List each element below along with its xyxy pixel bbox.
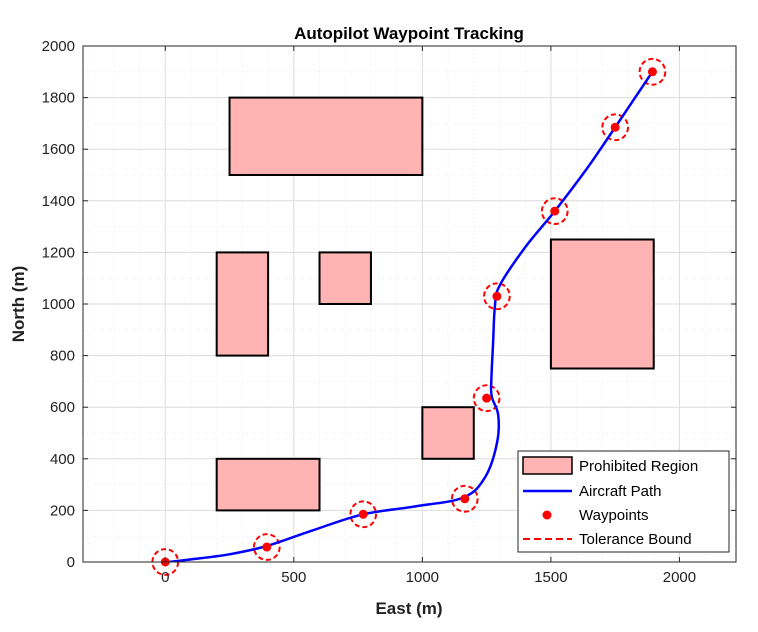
- x-axis-ticks: 0 500 1000 1500 2000: [161, 46, 696, 586]
- y-tick-label: 600: [50, 399, 75, 416]
- waypoint-marker: [550, 206, 560, 216]
- y-tick-label: 1000: [42, 296, 75, 313]
- y-axis-ticks: 0 200 400 600 800 1000 1200 1400 1600 1800 2000: [42, 38, 736, 571]
- prohibited-region: [318, 251, 372, 305]
- tolerance-bounds: [151, 57, 667, 576]
- y-tick-label: 200: [50, 502, 75, 519]
- waypoints: [160, 67, 657, 567]
- legend: Prohibited Region Aircraft Path Waypoint…: [517, 450, 730, 553]
- waypoint-marker: [610, 122, 620, 132]
- y-tick-label: 800: [50, 348, 75, 365]
- legend-swatch-waypoint: [542, 510, 552, 520]
- y-axis-label: North (m): [9, 266, 28, 342]
- prohibited-region: [228, 96, 424, 176]
- x-tick-label: 1000: [406, 569, 439, 586]
- tolerance-circle: [349, 500, 378, 529]
- tolerance-circle: [483, 282, 511, 311]
- chart-title: Autopilot Waypoint Tracking: [294, 24, 524, 43]
- x-tick-label: 2000: [663, 569, 696, 586]
- legend-label-tolerance: Tolerance Bound: [579, 531, 692, 548]
- waypoint-marker: [358, 509, 368, 519]
- waypoint-marker: [460, 494, 470, 504]
- y-tick-label: 400: [50, 451, 75, 468]
- y-tick-label: 1400: [42, 193, 75, 210]
- y-tick-label: 2000: [42, 38, 75, 55]
- tolerance-circle: [450, 484, 479, 513]
- waypoint-marker: [262, 542, 272, 552]
- waypoint-marker: [647, 67, 657, 77]
- prohibited-region: [215, 457, 321, 512]
- waypoint-marker: [492, 291, 502, 301]
- y-tick-label: 1200: [42, 244, 75, 261]
- legend-label-path: Aircraft Path: [579, 483, 662, 500]
- y-tick-label: 0: [67, 554, 75, 571]
- prohibited-region: [215, 251, 270, 357]
- prohibited-region: [549, 238, 655, 370]
- tolerance-circle: [638, 57, 667, 86]
- prohibited-region: [421, 406, 475, 460]
- waypoint-marker: [482, 393, 492, 403]
- x-tick-label: 0: [161, 569, 169, 586]
- aircraft-path-layer: [157, 71, 654, 562]
- y-tick-label: 1800: [42, 90, 75, 107]
- tolerance-circle: [472, 384, 501, 413]
- x-tick-label: 1500: [534, 569, 567, 586]
- x-tick-label: 500: [281, 569, 306, 586]
- aircraft-path: [157, 71, 654, 562]
- legend-swatch-region: [522, 456, 573, 475]
- prohibited-regions: [215, 96, 655, 512]
- tolerance-circle: [601, 113, 630, 142]
- legend-label-waypoint: Waypoints: [579, 507, 648, 524]
- x-axis-label: East (m): [375, 599, 442, 618]
- legend-label-region: Prohibited Region: [579, 458, 698, 475]
- tolerance-circle: [252, 533, 281, 561]
- tolerance-circle: [540, 197, 569, 226]
- y-tick-label: 1600: [42, 141, 75, 158]
